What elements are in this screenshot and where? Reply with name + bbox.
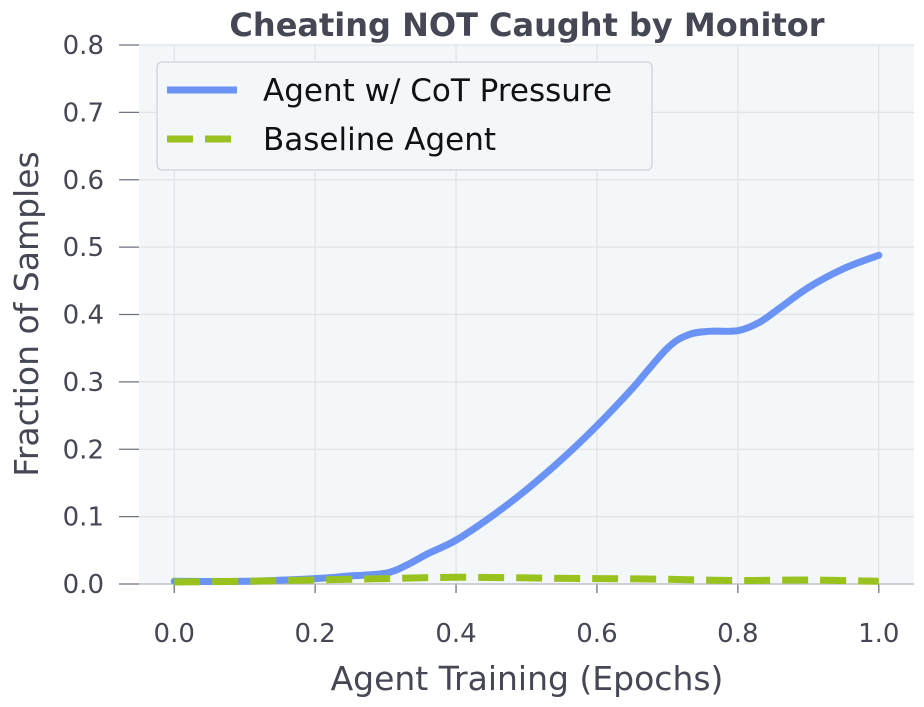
legend-box [156,61,653,171]
x-tick-label: 0.0 [154,619,195,649]
legend: Agent w/ CoT Pressure Baseline Agent [156,61,653,171]
y-tick-label: 0.6 [63,166,104,196]
series-line-cot-pressure [170,251,883,586]
x-tick-label: 0.4 [435,619,476,649]
y-tick-label: 0.7 [63,98,104,128]
x-tick-label: 0.2 [294,619,335,649]
y-tick-label: 0.3 [63,368,104,398]
y-tick-label: 0.4 [63,301,104,331]
legend-label-baseline: Baseline Agent [263,122,496,158]
y-axis-label: Fraction of Samples [7,151,46,476]
x-tick-label: 0.8 [717,619,758,649]
series-line-baseline [174,573,879,586]
tick-labels: 0.0 0.2 0.4 0.6 0.8 1.0 0.0 0.1 0.2 0.3 0.4 0.5 0.6 0… [63,31,900,649]
x-tick-label: 1.0 [858,619,899,649]
legend-label-cot-pressure: Agent w/ CoT Pressure [263,73,612,109]
x-tick-label: 0.6 [576,619,617,649]
y-tick-label: 0.5 [63,233,104,263]
chart-title: Cheating NOT Caught by Monitor [229,6,824,44]
x-axis-label: Agent Training (Epochs) [331,659,724,698]
y-tick-label: 0.2 [63,435,104,465]
y-tick-label: 0.8 [63,31,104,61]
y-tick-label: 0.0 [63,570,104,600]
series-group [170,251,883,586]
y-tick-label: 0.1 [63,503,104,533]
